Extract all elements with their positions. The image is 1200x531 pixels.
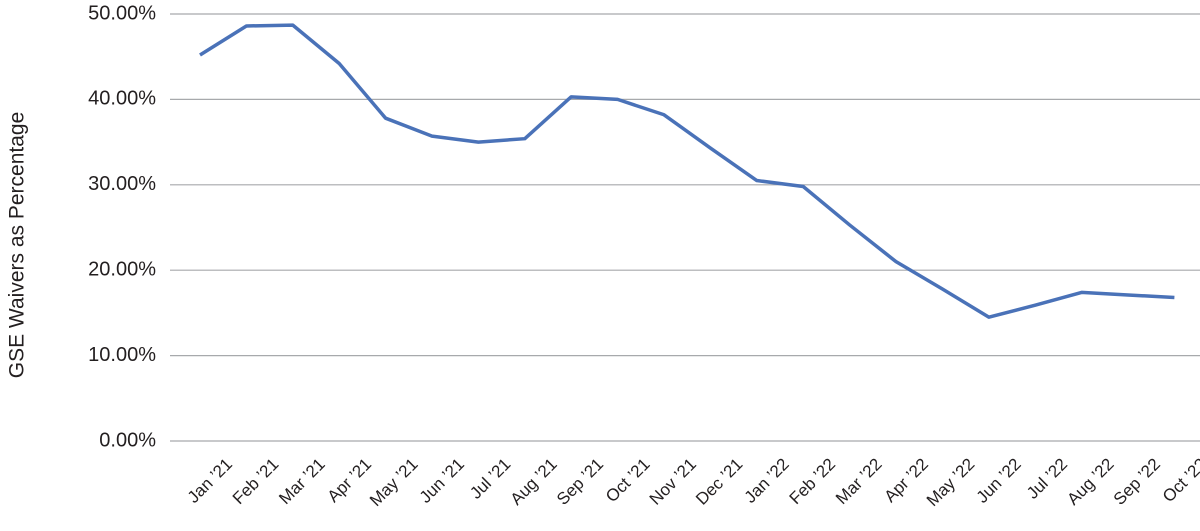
x-tick-label: May ’22 xyxy=(923,455,979,511)
y-tick-label: 30.00% xyxy=(88,173,156,195)
x-tick-label: Oct ’22 xyxy=(1159,455,1200,507)
x-tick-label: Jan ’21 xyxy=(184,455,236,507)
x-tick-label: Aug ’21 xyxy=(507,455,561,509)
y-tick-label: 40.00% xyxy=(88,88,156,110)
x-tick-label: Mar ’22 xyxy=(832,455,886,509)
x-tick-label: Nov ’21 xyxy=(646,455,700,509)
data-line xyxy=(199,23,1175,319)
y-axis-title: GSE Waivers as Percentage xyxy=(6,112,29,379)
x-tick-label: Jun ’22 xyxy=(973,455,1025,507)
x-tick-label: Feb ’21 xyxy=(229,455,283,509)
x-tick-label: Dec ’21 xyxy=(692,455,746,509)
x-tick-label: Aug ’22 xyxy=(1063,455,1117,509)
y-tick-label: 50.00% xyxy=(88,2,156,24)
x-tick-label: Sep ’22 xyxy=(1110,455,1164,509)
y-tick-label: 20.00% xyxy=(88,258,156,280)
x-tick-label: Sep ’21 xyxy=(553,455,607,509)
y-tick-label: 10.00% xyxy=(88,344,156,366)
x-tick-label: Oct ’21 xyxy=(602,455,654,507)
x-tick-label: Jun ’21 xyxy=(416,455,468,507)
x-tick-label: May ’21 xyxy=(366,455,422,511)
x-tick-label: Feb ’22 xyxy=(786,455,840,509)
x-tick-label: Jan ’22 xyxy=(741,455,793,507)
x-tick-label: Mar ’21 xyxy=(275,455,329,509)
y-tick-label: 0.00% xyxy=(99,429,156,451)
